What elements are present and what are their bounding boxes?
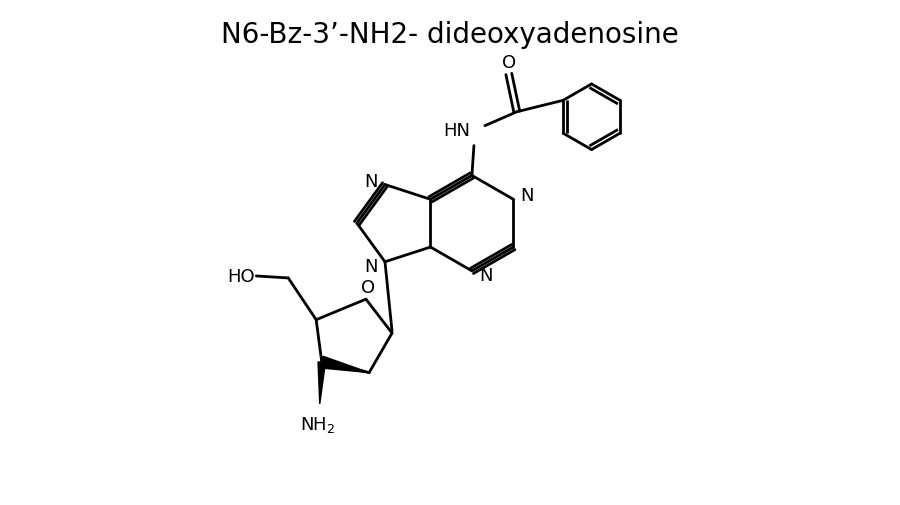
- Text: N: N: [520, 187, 534, 205]
- Polygon shape: [318, 362, 326, 404]
- Text: N6-Bz-3’-NH2- dideoxyadenosine: N6-Bz-3’-NH2- dideoxyadenosine: [221, 21, 679, 49]
- Text: O: O: [361, 279, 375, 296]
- Text: N: N: [364, 257, 378, 275]
- Polygon shape: [320, 357, 369, 373]
- Text: HN: HN: [444, 121, 471, 139]
- Text: N: N: [479, 266, 492, 284]
- Text: HO: HO: [228, 268, 256, 285]
- Text: NH$_2$: NH$_2$: [300, 414, 336, 434]
- Text: O: O: [502, 54, 516, 72]
- Text: N: N: [364, 172, 378, 190]
